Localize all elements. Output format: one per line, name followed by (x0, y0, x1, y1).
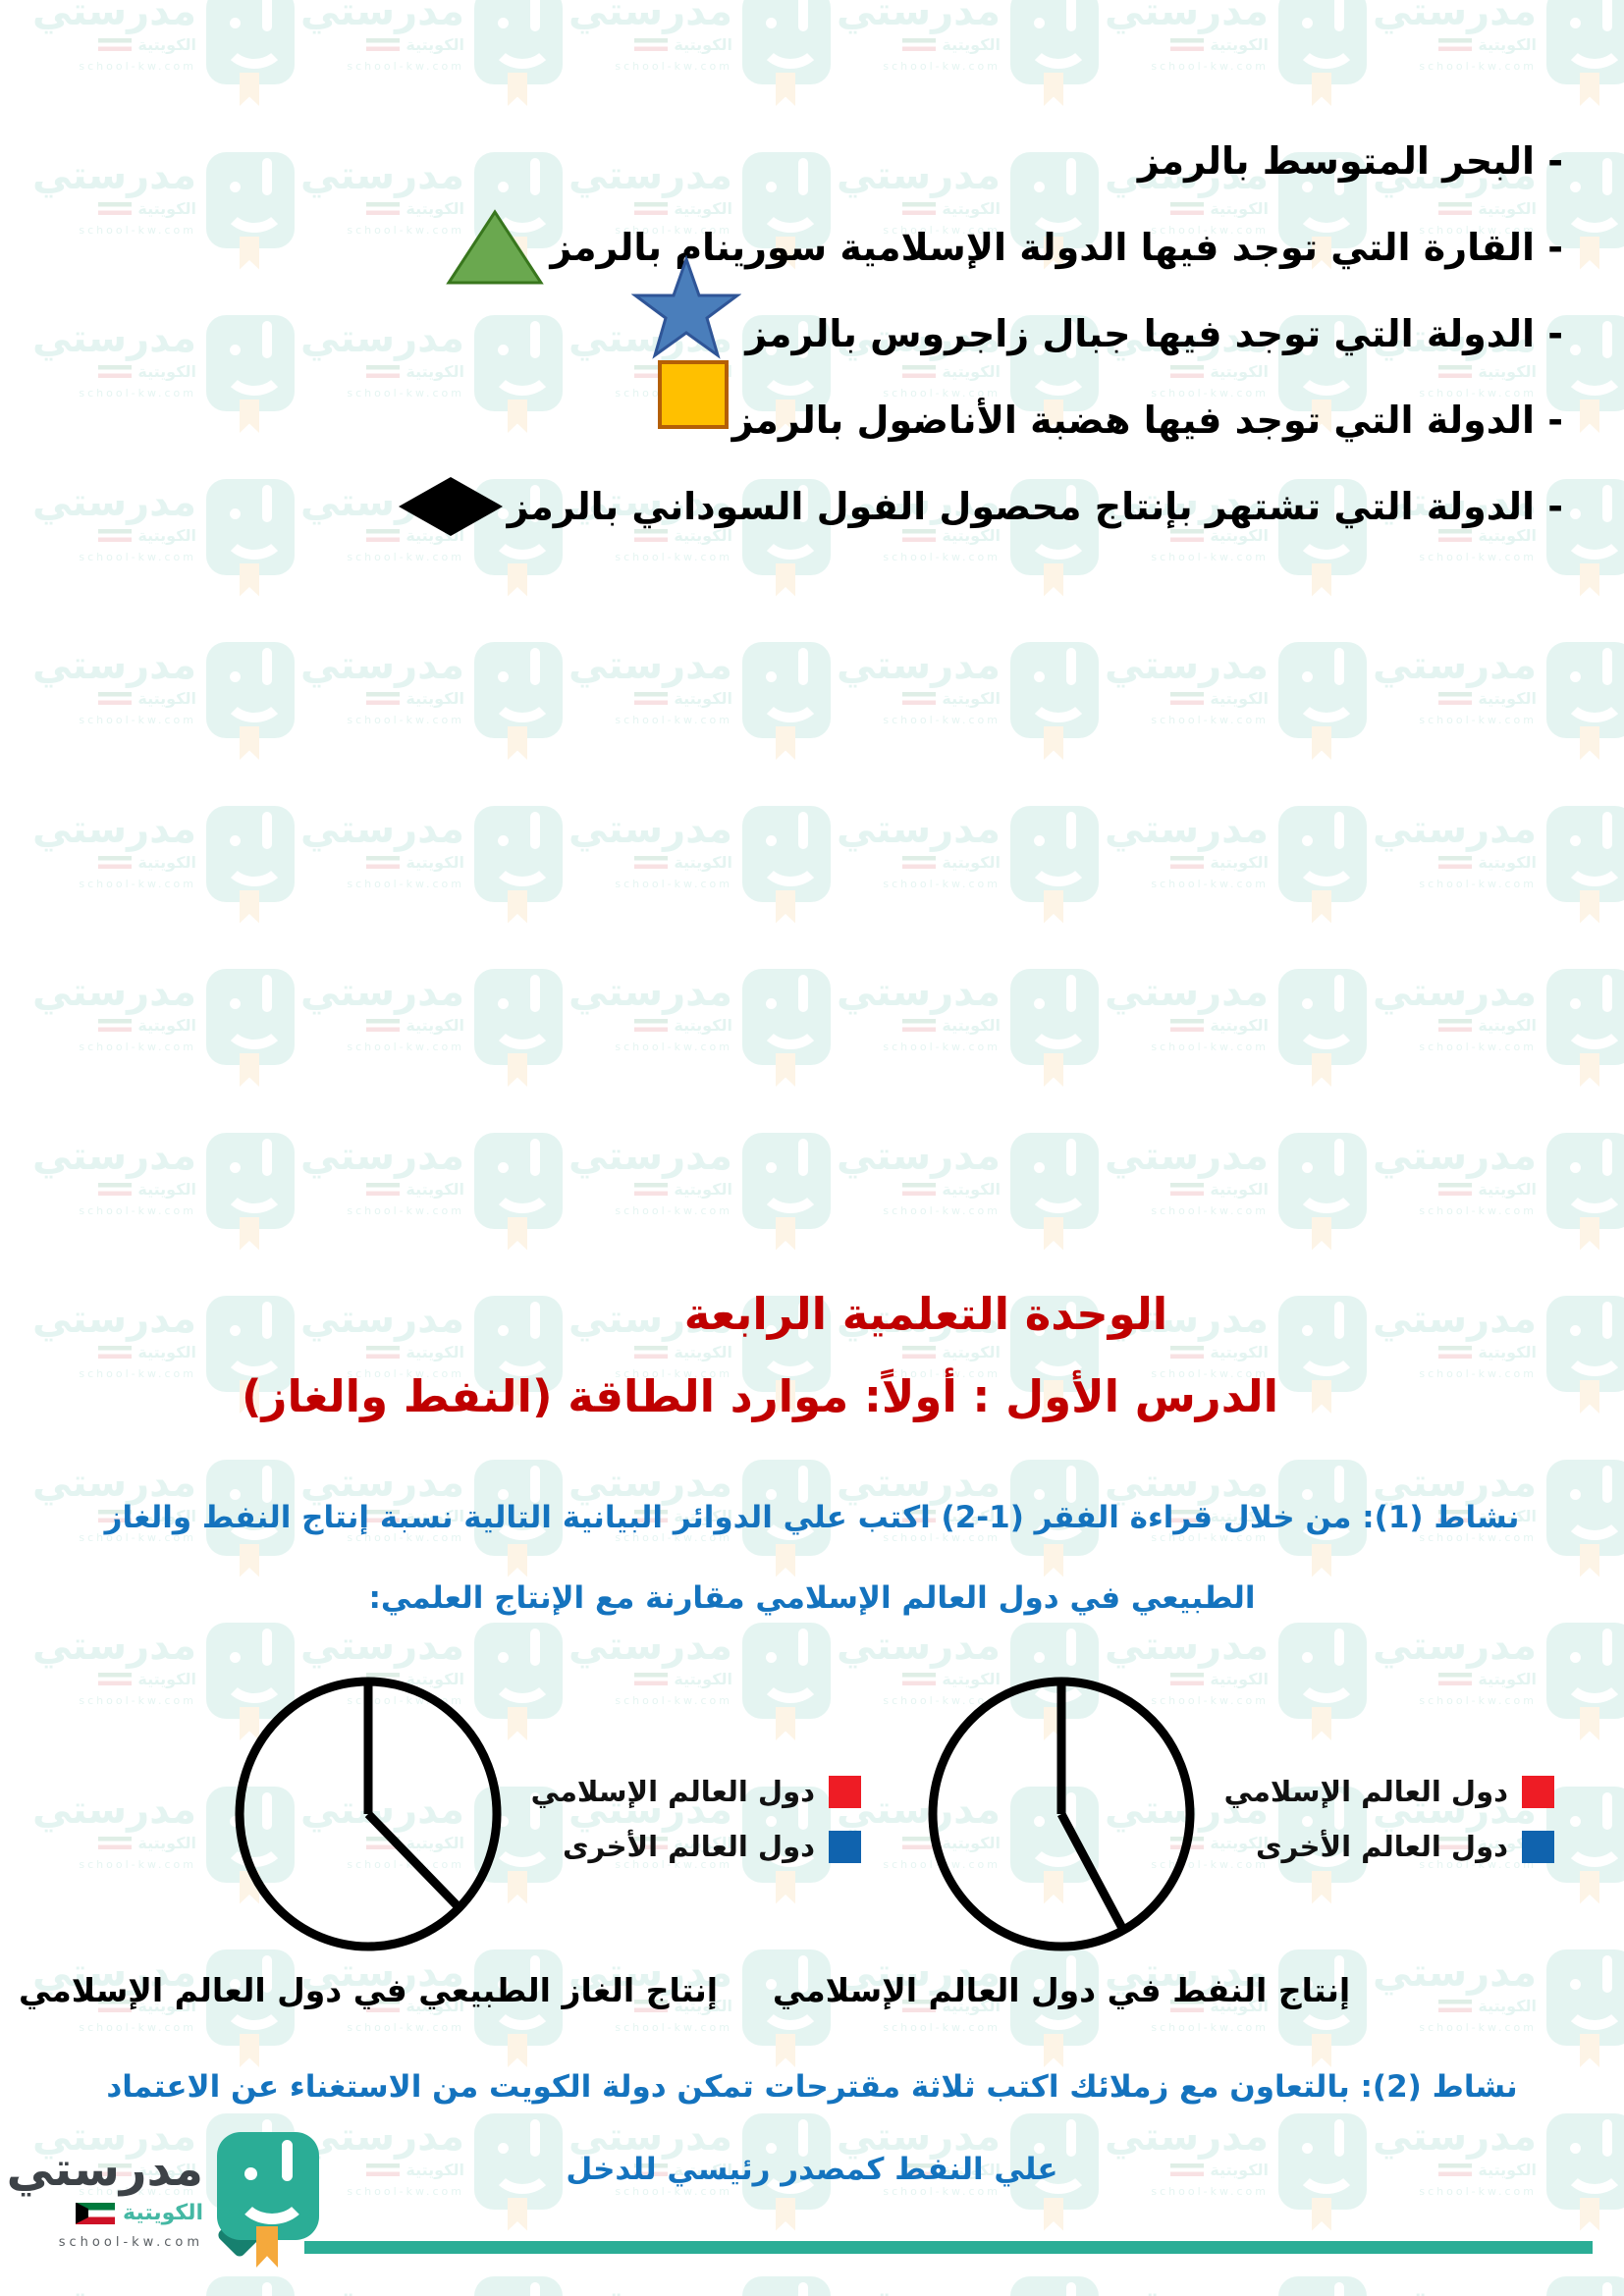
lesson-heading: الدرس الأول : أولاً: موارد الطاقة (النفط… (241, 1370, 1279, 1422)
yellow-square-icon (657, 360, 729, 429)
list-item-text: - القارة التي توجد فيها الدولة الإسلامية… (550, 226, 1563, 269)
activity2-line1: نشاط (2): بالتعاون مع زملائك اكتب ثلاثة … (106, 2069, 1518, 2105)
oil-pie-caption: إنتاج النفط في دول العالم الإسلامي (772, 1971, 1351, 2009)
legend-item: دول العالم الإسلامي (1224, 1775, 1554, 1808)
black-diamond-icon (398, 476, 504, 537)
brand-url: school-kw.com (58, 2235, 203, 2250)
footer-divider-bar (304, 2241, 1593, 2254)
list-item: - الدولة التي توجد فيها هضبة الأناضول با… (61, 360, 1563, 463)
brand-text-column: مدرستي الكويتية school-kw.com (7, 2132, 203, 2279)
legend-label: دول العالم الإسلامي (530, 1775, 815, 1808)
symbol-list: - البحر المتوسط بالرمز - القارة التي توج… (61, 118, 1563, 550)
brand-sub: الكويتية (123, 2201, 203, 2225)
blue-star-icon (631, 255, 742, 361)
brand-name: مدرستي (6, 2142, 203, 2197)
gas-pie-caption: إنتاج الغاز الطبيعي في دول العالم الإسلا… (18, 1971, 719, 2009)
list-item: - القارة التي توجد فيها الدولة الإسلامية… (61, 204, 1563, 291)
brand-subrow: الكويتية (76, 2201, 203, 2225)
unit-heading: الوحدة التعلمية الرابعة (683, 1288, 1168, 1340)
brand-logo: مدرستي الكويتية school-kw.com (7, 2132, 319, 2279)
oil-pie-chart (928, 1677, 1195, 1951)
legend-label: دول العالم الأخرى (1255, 1830, 1508, 1863)
oil-pie-column: إنتاج النفط في دول العالم الإسلامي (773, 1671, 1350, 2009)
list-item: - الدولة التي توجد فيها جبال زاجروس بالر… (61, 255, 1563, 377)
school-logo-icon (215, 2132, 319, 2279)
list-item-text: - الدولة التي توجد فيها جبال زاجروس بالر… (745, 312, 1563, 355)
gas-pie-column: إنتاج الغاز الطبيعي في دول العالم الإسلا… (19, 1671, 718, 2009)
legend-item: دول العالم الأخرى (552, 1830, 861, 1863)
red-swatch-icon (829, 1775, 861, 1808)
list-item: - الدولة التي تشتهر بإنتاج محصول الفول ا… (61, 463, 1563, 550)
legend-label: دول العالم الأخرى (562, 1830, 815, 1863)
activity1-line1: نشاط (1): من خلال قراءة الفقر (1-2) اكتب… (104, 1500, 1520, 1535)
bookmark-ribbon-icon (256, 2226, 278, 2268)
activity1-line2: الطبيعي في دول العالم الإسلامي مقارنة مع… (368, 1580, 1256, 1616)
gas-pie-legend: دول العالم الإسلامي دول العالم الأخرى (531, 1671, 861, 1957)
logo-smiley-icon (217, 2132, 319, 2240)
oil-chart-group: إنتاج النفط في دول العالم الإسلامي دول ا… (773, 1671, 1554, 2009)
activity2-line2: علي النفط كمصدر رئيسي للدخل (566, 2152, 1058, 2187)
legend-label: دول العالم الإسلامي (1223, 1775, 1508, 1808)
list-item-text: - الدولة التي تشتهر بإنتاج محصول الفول ا… (507, 485, 1563, 528)
list-item-text: - الدولة التي توجد فيها هضبة الأناضول با… (731, 399, 1563, 442)
blue-swatch-icon (829, 1830, 861, 1863)
legend-item: دول العالم الإسلامي (531, 1775, 861, 1808)
red-swatch-icon (1522, 1775, 1554, 1808)
gas-chart-group: إنتاج الغاز الطبيعي في دول العالم الإسلا… (19, 1671, 861, 2009)
blue-swatch-icon (1522, 1830, 1554, 1863)
legend-item: دول العالم الأخرى (1245, 1830, 1554, 1863)
list-item-text: - البحر المتوسط بالرمز (1137, 139, 1563, 183)
list-item: - البحر المتوسط بالرمز (61, 118, 1563, 204)
gas-pie-chart (235, 1677, 502, 1951)
kuwait-flag-icon (76, 2202, 116, 2224)
oil-pie-legend: دول العالم الإسلامي دول العالم الأخرى (1224, 1671, 1554, 1957)
green-triangle-icon (444, 207, 546, 288)
charts-row: إنتاج الغاز الطبيعي في دول العالم الإسلا… (19, 1671, 1554, 2009)
